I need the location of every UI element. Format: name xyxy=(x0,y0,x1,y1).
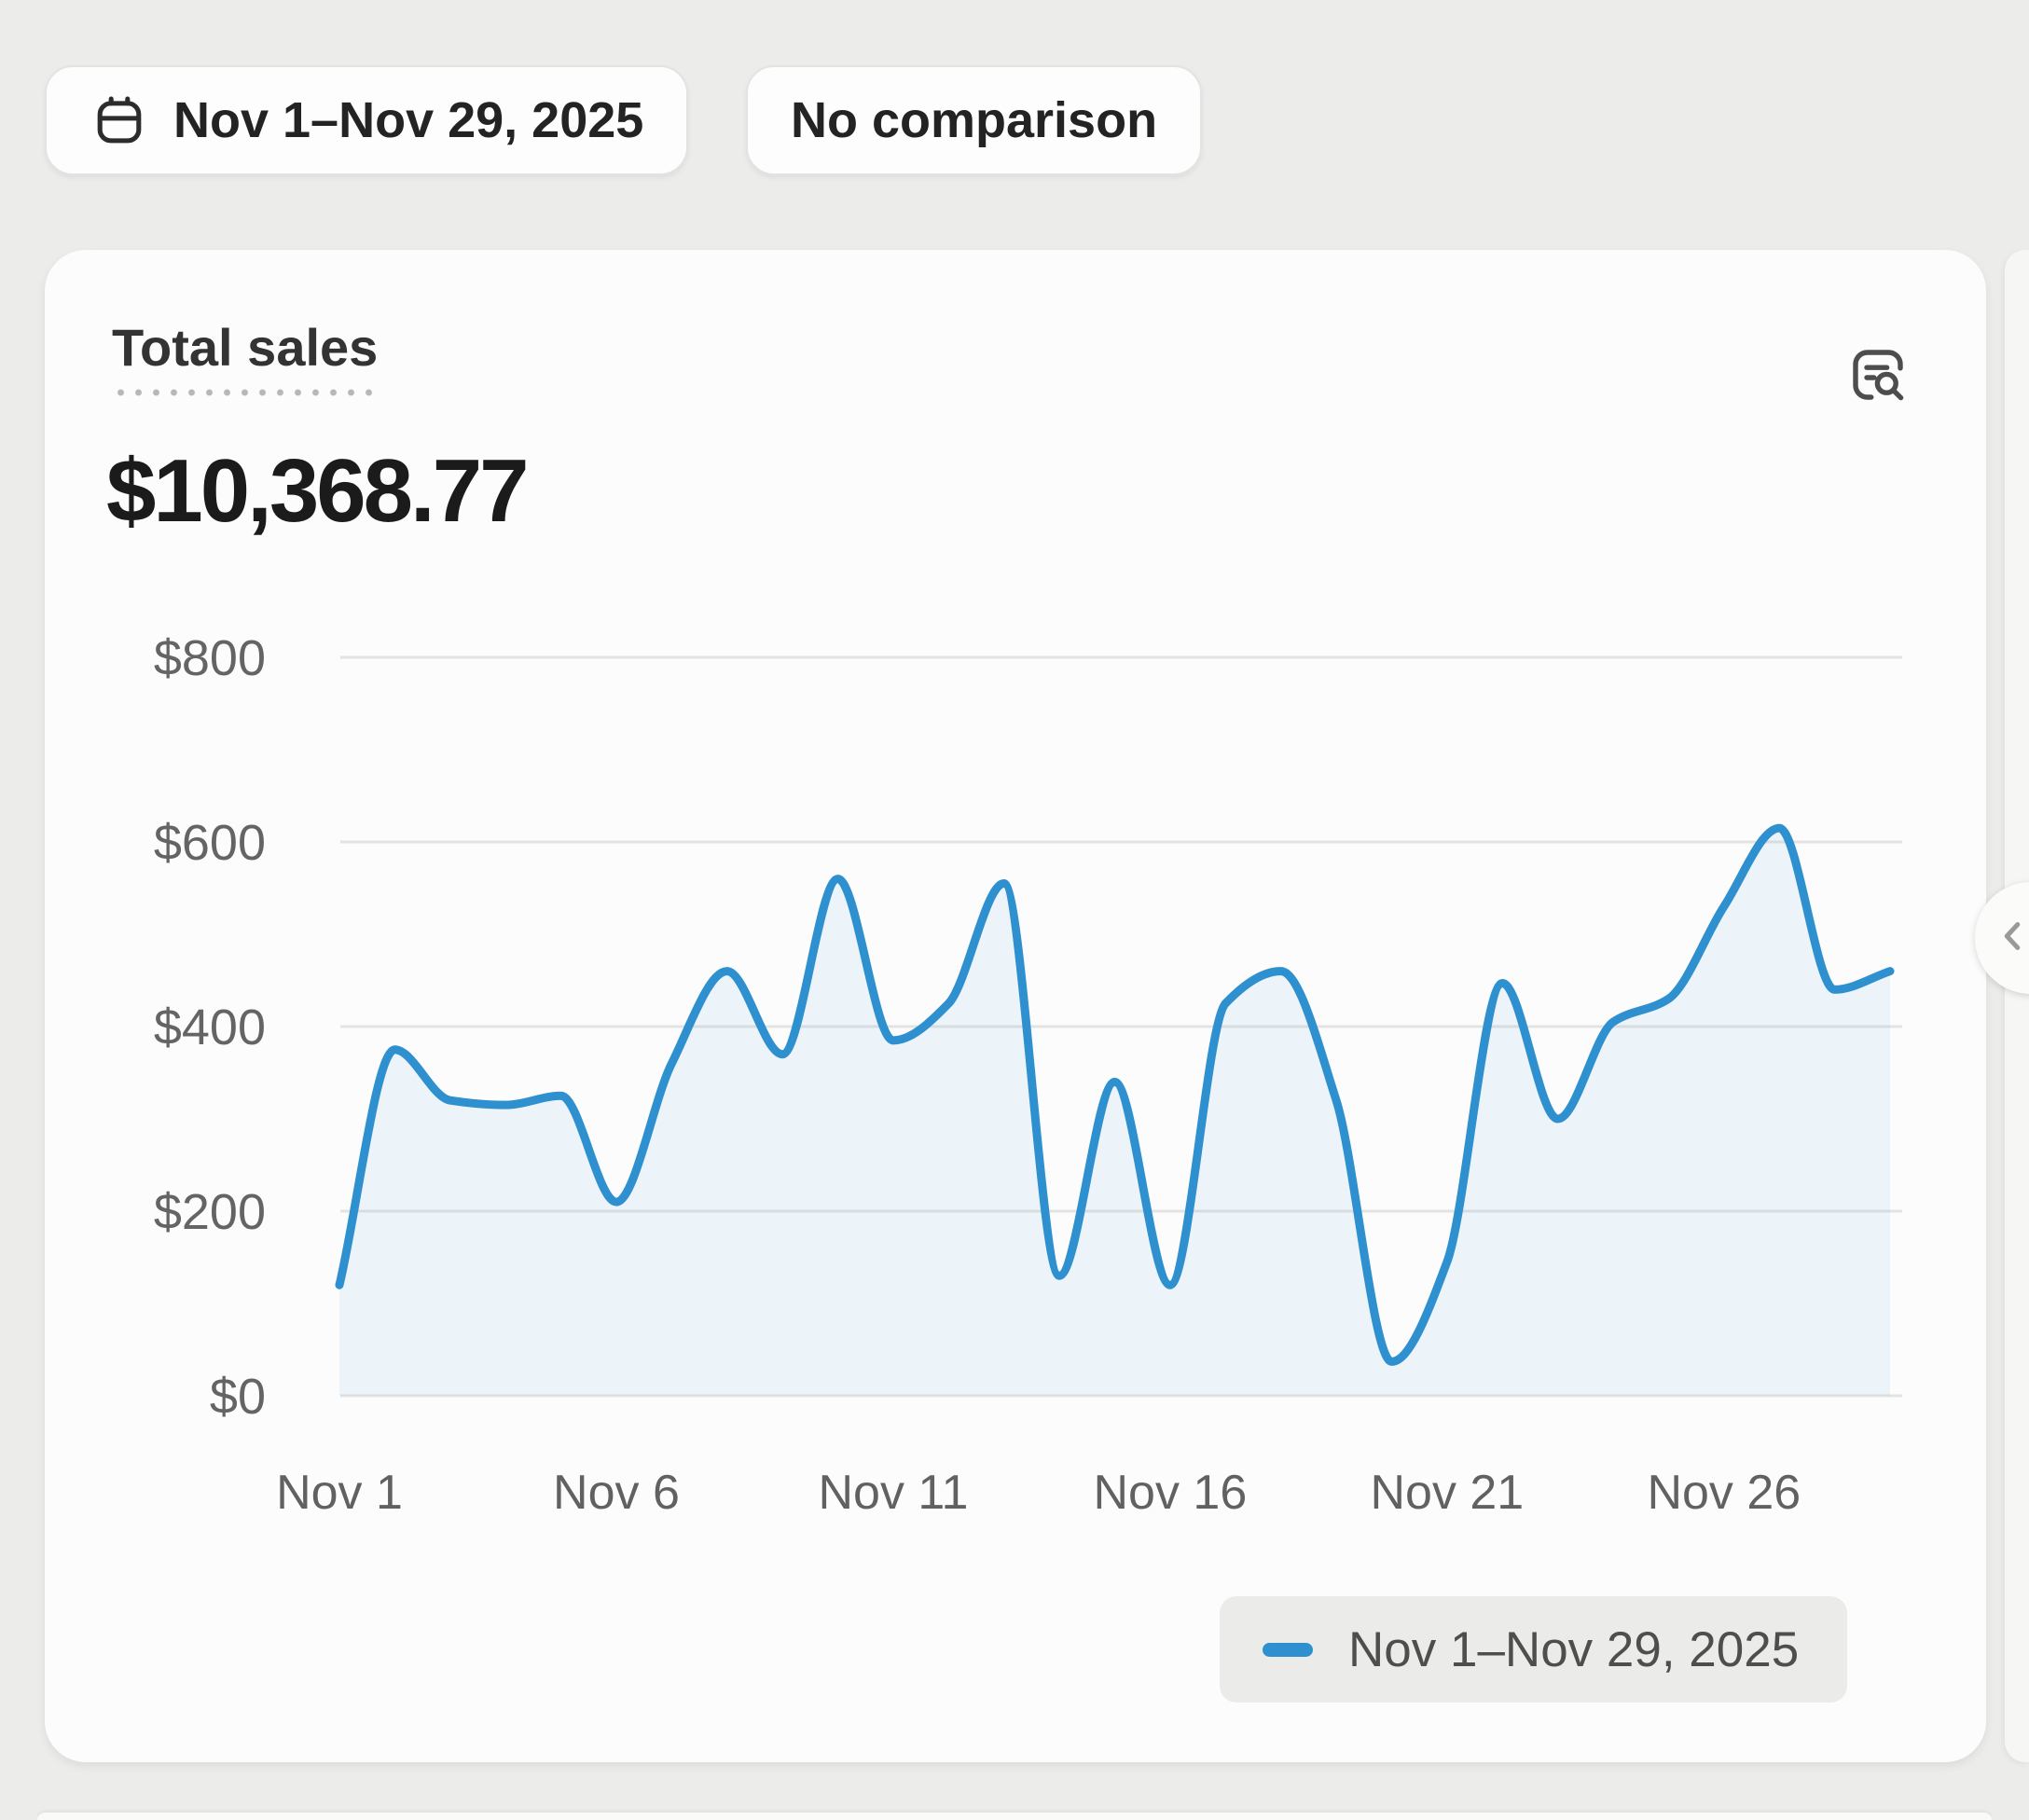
report-search-icon xyxy=(1844,341,1912,413)
sales-line[interactable] xyxy=(335,823,1895,1366)
date-range-label: Nov 1–Nov 29, 2025 xyxy=(173,92,644,148)
card-title[interactable]: Total sales xyxy=(112,317,379,396)
chevron-left-icon xyxy=(1992,915,2029,962)
legend-line-marker xyxy=(1263,1642,1313,1657)
next-section-top-edge xyxy=(37,1813,1992,1820)
chart-legend[interactable]: Nov 1–Nov 29, 2025 xyxy=(1220,1596,1848,1703)
next-card-edge xyxy=(2005,250,2029,1762)
date-range-button[interactable]: Nov 1–Nov 29, 2025 xyxy=(45,65,689,175)
legend-label: Nov 1–Nov 29, 2025 xyxy=(1348,1621,1800,1677)
comparison-label: No comparison xyxy=(791,92,1158,148)
calendar-icon xyxy=(90,90,149,150)
explore-report-button[interactable] xyxy=(1843,341,1913,412)
total-sales-value: $10,368.77 xyxy=(106,441,529,541)
comparison-button[interactable]: No comparison xyxy=(746,65,1203,175)
